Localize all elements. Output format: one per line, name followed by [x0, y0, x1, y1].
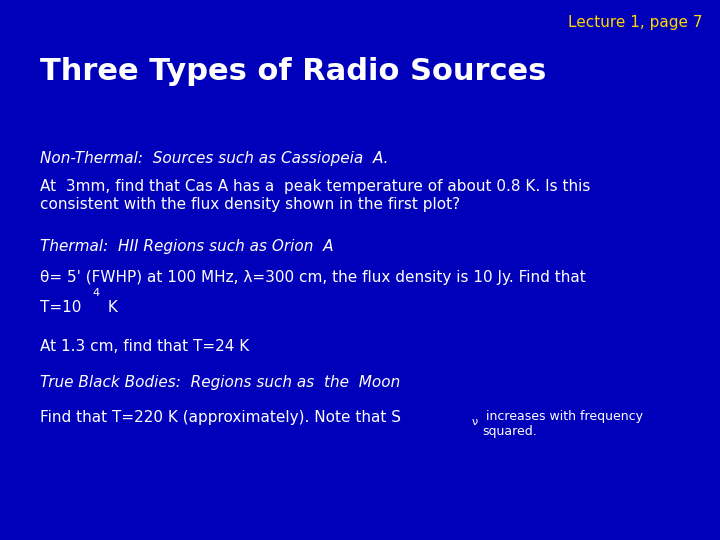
Text: K: K	[103, 300, 118, 315]
Text: ν: ν	[472, 417, 478, 427]
Text: Find that T=220 K (approximately). Note that S: Find that T=220 K (approximately). Note …	[40, 410, 400, 426]
Text: T=10: T=10	[40, 300, 81, 315]
Text: True Black Bodies:  Regions such as  the  Moon: True Black Bodies: Regions such as the M…	[40, 375, 400, 390]
Text: 4: 4	[92, 288, 99, 298]
Text: At 1.3 cm, find that T=24 K: At 1.3 cm, find that T=24 K	[40, 339, 249, 354]
Text: θ= 5' (FWHP) at 100 MHz, λ=300 cm, the flux density is 10 Jy. Find that: θ= 5' (FWHP) at 100 MHz, λ=300 cm, the f…	[40, 270, 585, 285]
Text: Thermal:  HII Regions such as Orion  A: Thermal: HII Regions such as Orion A	[40, 239, 333, 254]
Text: increases with frequency
squared.: increases with frequency squared.	[482, 410, 644, 438]
Text: At  3mm, find that Cas A has a  peak temperature of about 0.8 K. Is this
consist: At 3mm, find that Cas A has a peak tempe…	[40, 179, 590, 212]
Text: Three Types of Radio Sources: Three Types of Radio Sources	[40, 57, 546, 86]
Text: Non-Thermal:  Sources such as Cassiopeia  A.: Non-Thermal: Sources such as Cassiopeia …	[40, 151, 388, 166]
Text: Lecture 1, page 7: Lecture 1, page 7	[567, 15, 702, 30]
